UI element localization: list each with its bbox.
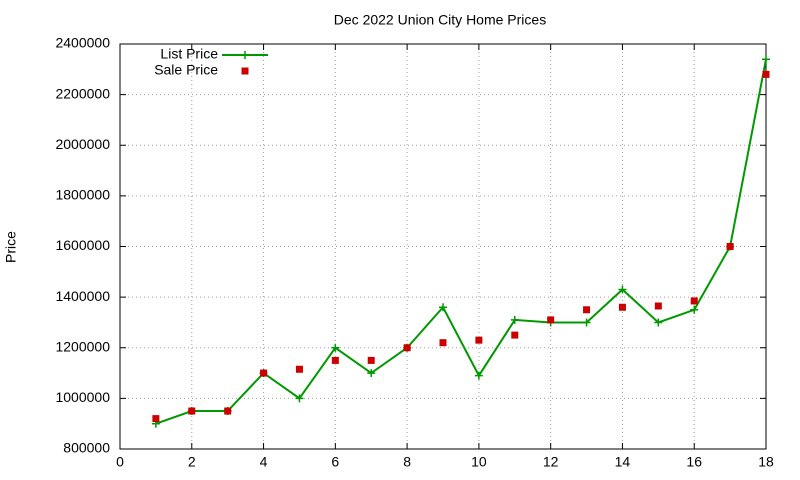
y-axis-label: Price <box>3 231 19 263</box>
point <box>367 369 376 378</box>
x-tick-label: 6 <box>331 454 339 470</box>
point <box>726 243 734 250</box>
point <box>367 356 375 364</box>
x-tick-label: 14 <box>615 454 631 470</box>
point <box>475 336 483 344</box>
y-tick-label: 1800000 <box>55 187 110 203</box>
point <box>762 55 770 64</box>
x-tick-label: 2 <box>188 454 196 470</box>
point <box>403 344 411 352</box>
x-tick-label: 0 <box>116 454 124 470</box>
point <box>582 318 591 327</box>
point <box>439 303 447 312</box>
x-tick-label: 8 <box>403 454 411 470</box>
point <box>152 415 160 423</box>
y-tick-label: 2400000 <box>55 35 110 51</box>
x-tick-label: 12 <box>543 454 559 470</box>
point <box>188 407 196 415</box>
point <box>295 365 303 373</box>
point <box>510 315 519 324</box>
point <box>439 339 447 347</box>
point <box>690 305 699 314</box>
point <box>511 331 519 339</box>
point <box>618 285 627 294</box>
x-tick-label: 18 <box>758 454 774 470</box>
y-tick-label: 1400000 <box>55 288 110 304</box>
point <box>260 369 268 377</box>
point <box>295 394 304 403</box>
y-tick-label: 1600000 <box>55 237 110 253</box>
y-tick-label: 2000000 <box>55 136 110 152</box>
point <box>474 371 483 380</box>
point <box>618 303 626 311</box>
series-line <box>155 58 767 425</box>
point <box>224 407 232 415</box>
point <box>654 302 662 310</box>
y-tick-label: 2200000 <box>55 85 110 101</box>
chart-title: Dec 2022 Union City Home Prices <box>334 12 546 28</box>
point <box>762 70 770 78</box>
x-tick-label: 16 <box>686 454 702 470</box>
x-tick-label: 4 <box>260 454 268 470</box>
x-tick-label: 10 <box>471 454 487 470</box>
legend-label: Sale Price <box>154 62 218 78</box>
legend-marker <box>241 67 249 75</box>
point <box>583 306 591 314</box>
legend-label: List Price <box>160 46 218 62</box>
y-tick-label: 800000 <box>63 440 110 456</box>
point <box>331 343 340 352</box>
point <box>547 316 555 324</box>
y-tick-label: 1000000 <box>55 389 110 405</box>
point <box>331 356 339 364</box>
y-tick-label: 1200000 <box>55 338 110 354</box>
point <box>690 297 698 305</box>
point <box>654 318 663 327</box>
legend-marker <box>241 51 249 59</box>
